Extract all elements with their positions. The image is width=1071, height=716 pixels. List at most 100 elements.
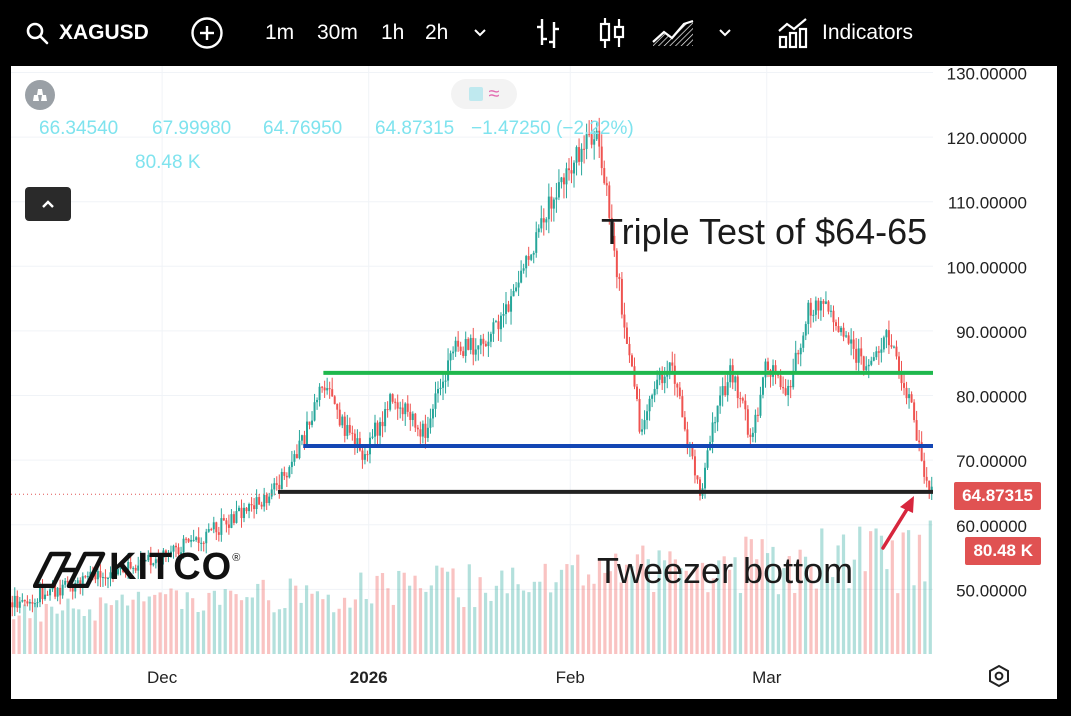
candle-body	[588, 134, 591, 136]
interval-1h[interactable]: 1h	[381, 21, 405, 44]
candle-body	[278, 484, 281, 490]
volume-bar	[803, 556, 808, 654]
volume-bar	[402, 572, 406, 654]
candle-body	[167, 553, 170, 555]
candle-body	[177, 547, 180, 555]
volume-bar	[304, 585, 309, 654]
interval-2h[interactable]: 2h	[425, 21, 449, 44]
legend-close: 64.87315	[375, 118, 455, 139]
compare-toggle[interactable]: ≈	[451, 79, 517, 109]
x-tick-label: Feb	[556, 668, 585, 687]
symbol-search[interactable]: XAGUSD	[25, 0, 149, 66]
chart-style-dropdown[interactable]	[717, 0, 733, 66]
interval-dropdown[interactable]	[472, 0, 488, 66]
volume-bar	[592, 583, 596, 654]
candle-body	[782, 387, 785, 389]
volume-bar	[885, 569, 889, 654]
volume-bar	[706, 592, 710, 654]
candle-body	[517, 282, 520, 288]
candle-body	[686, 429, 689, 447]
candle-style-button[interactable]	[598, 0, 626, 66]
candle-body	[842, 327, 845, 337]
volume-bar	[478, 577, 482, 654]
candle-body	[351, 432, 354, 434]
volume-bar	[375, 575, 379, 654]
y-tick-label: 100.00000	[947, 258, 1027, 277]
volume-bar	[874, 528, 878, 654]
candle-body	[71, 588, 74, 592]
volume-bar	[82, 616, 86, 654]
candle-body	[575, 147, 578, 163]
volume-bar	[315, 591, 320, 654]
candle-body	[23, 600, 26, 602]
candle-body	[545, 219, 548, 223]
volume-bar	[364, 599, 368, 654]
candle-body	[829, 310, 832, 312]
support-lines	[278, 370, 933, 494]
candle-body	[766, 361, 769, 370]
volume-bar	[906, 530, 911, 654]
volume-bar	[332, 612, 336, 654]
volume-bar	[511, 567, 515, 654]
candle-body	[411, 413, 414, 421]
volume-bar	[923, 581, 927, 654]
chart-settings-button[interactable]	[987, 664, 1011, 693]
volume-bar	[467, 564, 471, 654]
candle-body	[822, 301, 825, 304]
candle-body	[295, 454, 298, 459]
candle-body	[323, 387, 326, 391]
bar-style-button[interactable]	[535, 0, 561, 66]
interval-1m[interactable]: 1m	[265, 21, 295, 44]
collapse-legend-button[interactable]	[25, 187, 71, 221]
volume-bar	[115, 600, 119, 654]
indicators-button[interactable]: Indicators	[777, 0, 913, 66]
candle-body	[132, 567, 135, 569]
volume-bar	[690, 580, 694, 654]
candle-body	[190, 539, 193, 542]
candle-body	[618, 277, 621, 279]
candle-body	[200, 542, 203, 544]
symbol-label: XAGUSD	[59, 21, 149, 44]
candle-body	[333, 396, 336, 404]
search-icon	[26, 22, 49, 45]
x-tick-label: 2026	[350, 668, 388, 687]
volume-bar	[717, 560, 721, 654]
candle-body	[653, 388, 656, 396]
interval-30m[interactable]: 30m	[317, 21, 358, 44]
candle-body	[681, 396, 684, 418]
candle-body	[237, 507, 240, 512]
candle-body	[779, 375, 782, 388]
volume-bar	[869, 531, 873, 654]
volume-bar	[104, 603, 108, 654]
candle-body	[852, 339, 855, 349]
candle-body	[877, 351, 880, 353]
candle-body	[205, 531, 208, 544]
volume-bar	[370, 603, 374, 654]
volume-bar	[98, 597, 103, 654]
volume-bar	[646, 559, 650, 654]
candle-body	[719, 395, 722, 406]
add-symbol-button[interactable]	[190, 0, 224, 66]
area-style-button[interactable]	[652, 0, 694, 66]
candle-body	[117, 569, 120, 575]
volume-bar	[483, 592, 488, 654]
candle-body	[537, 228, 540, 233]
candle-body	[525, 256, 528, 269]
volume-bar	[836, 545, 840, 654]
chart-area[interactable]: 130.00000 120.00000 110.00000 100.00000 90.0…	[11, 66, 1057, 699]
volume-bar	[33, 603, 38, 654]
candle-body	[396, 402, 399, 409]
area-style-icon	[652, 19, 694, 46]
candle-body	[227, 524, 230, 528]
volume-bar	[353, 599, 357, 654]
volume-bar	[494, 585, 499, 654]
volume-bar	[554, 582, 558, 654]
volume-bar	[852, 559, 856, 654]
volume-bar	[890, 540, 894, 654]
volume-bar	[831, 577, 835, 654]
candle-body	[134, 567, 137, 571]
grid-lines	[11, 66, 933, 654]
volume-bar	[793, 592, 797, 654]
candle-body	[477, 345, 480, 350]
candle-body	[875, 351, 878, 358]
